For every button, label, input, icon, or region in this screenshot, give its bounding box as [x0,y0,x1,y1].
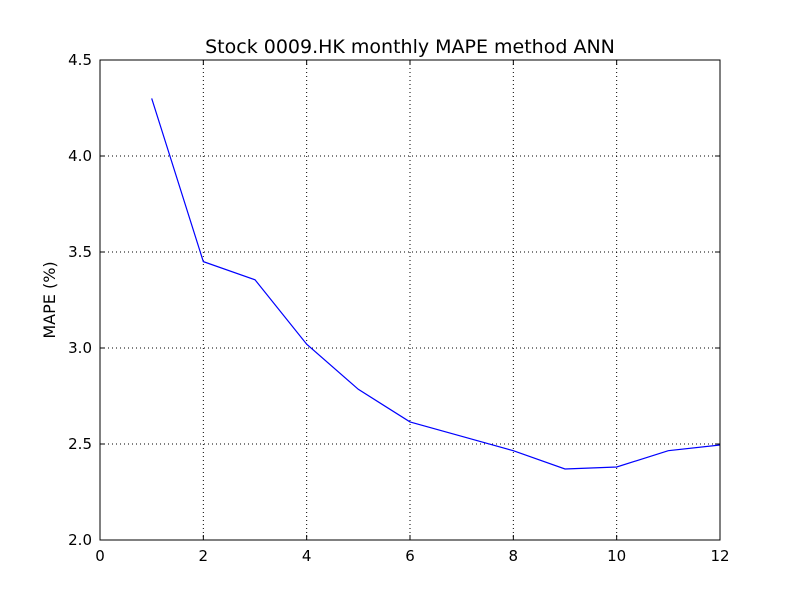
x-tick-label: 10 [607,547,626,565]
x-tick-label: 12 [710,547,729,565]
chart-title: Stock 0009.HK monthly MAPE method ANN [205,36,615,58]
y-tick-label: 4.5 [68,51,92,69]
x-tick-label: 6 [405,547,415,565]
x-tick-label: 4 [302,547,312,565]
y-tick-label: 3.5 [68,243,92,261]
x-tick-label: 2 [199,547,209,565]
y-tick-label: 3.0 [68,339,92,357]
x-tick-label: 8 [509,547,519,565]
series-line [151,98,721,470]
x-tick-label: 0 [95,547,105,565]
ticks: 0 2 4 6 8 10 12 2.0 2.5 3.0 3.5 4.0 4.5 [68,51,729,565]
series-layer [151,98,721,470]
y-tick-label: 4.0 [68,147,92,165]
y-tick-label: 2.5 [68,435,92,453]
grid [100,60,720,540]
y-axis-label: MAPE (%) [40,261,59,338]
y-tick-label: 2.0 [68,531,92,549]
